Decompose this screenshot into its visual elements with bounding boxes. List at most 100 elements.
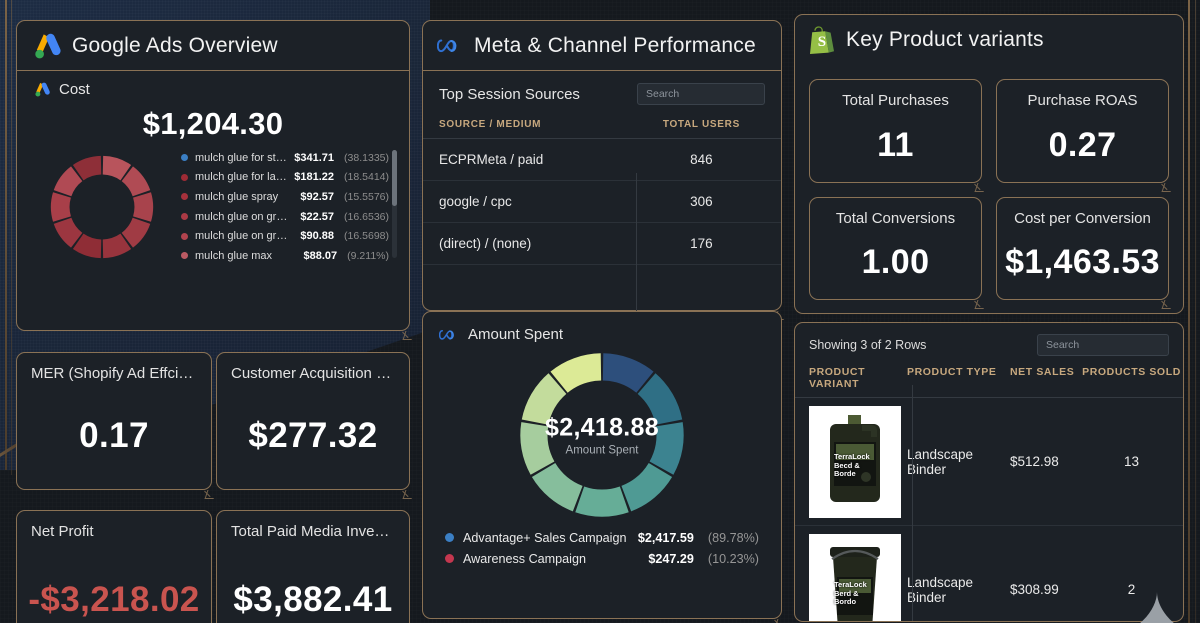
legend-value: $181.22 — [294, 171, 335, 184]
kpi-label: Total Paid Media Investment — [231, 523, 409, 540]
legend-label: mulch glue for stones — [195, 151, 287, 164]
legend-color-dot — [181, 252, 188, 260]
left-trim-line-secondary — [11, 0, 12, 475]
column-header-product-variant[interactable]: PRODUCT VARIANT — [809, 366, 866, 390]
cost-total-value: $1,204.30 — [142, 106, 284, 141]
table-row[interactable]: (direct) / (none) 176 — [423, 222, 781, 265]
product-image-text-line1: TerraLock — [834, 452, 870, 461]
table-row[interactable]: TerraLock Becd & Borde Landscape Binder … — [795, 398, 1183, 526]
kpv-card-purchase-roas[interactable]: Purchase ROAS 0.27 — [996, 79, 1169, 183]
legend-color-dot — [181, 193, 188, 201]
cell-source-medium: ECPRMeta / paid — [423, 138, 622, 181]
resize-handle[interactable] — [206, 490, 215, 499]
kpi-card-net-profit[interactable]: Net Profit -$3,218.02 — [16, 510, 212, 623]
legend-value: $341.71 — [294, 151, 335, 164]
kpv-card-total-conversions[interactable]: Total Conversions 1.00 — [809, 196, 982, 300]
kpi-card-mer[interactable]: MER (Shopify Ad Effcise… 0.17 — [16, 352, 212, 490]
session-sources-toolbar: Top Session Sources — [423, 71, 781, 111]
legend-label: mulch glue on gravel — [195, 210, 294, 223]
legend-item[interactable]: mulch glue on gravel $22.57 (16.6536) — [181, 207, 389, 227]
column-header-product-type[interactable]: PRODUCT TYPE — [907, 366, 997, 378]
cell-products-sold: 13 — [1123, 454, 1140, 469]
session-sources-label: Top Session Sources — [439, 85, 580, 103]
legend-color-dot — [181, 154, 188, 162]
jerrycan-product-image — [818, 409, 892, 509]
legend-value: $92.57 — [300, 190, 335, 203]
table-header-row: SOURCE / MEDIUM TOTAL USERS — [423, 111, 781, 139]
kpi-value: 0.17 — [79, 415, 149, 455]
meta-icon — [438, 328, 459, 342]
column-header-total-users[interactable]: TOTAL USERS — [621, 111, 781, 139]
cost-donut-svg — [50, 155, 154, 259]
product-image-text-line1: TeraLock — [834, 580, 867, 589]
legend-value: $247.29 — [648, 551, 694, 566]
kpi-card-customer-acquisition-cost[interactable]: Customer Acquisition Cost $277.32 — [216, 352, 410, 490]
cost-donut-chart[interactable] — [27, 148, 177, 268]
legend-item[interactable]: mulch glue on gravel $90.88 (16.5698) — [181, 226, 389, 246]
legend-scrollbar-thumb[interactable] — [392, 150, 397, 206]
kpv-card-total-purchases[interactable]: Total Purchases 11 — [809, 79, 982, 183]
kpi-label: MER (Shopify Ad Effcise… — [31, 365, 210, 382]
legend-percent: (16.5698) — [344, 230, 389, 243]
amount-spent-panel: Amount Spent $2,418.88 Amount Spent Adva… — [422, 311, 782, 619]
kpv-card-value: 11 — [877, 125, 914, 164]
legend-item[interactable]: Awareness Campaign $247.29 (10.23%) — [445, 548, 759, 569]
column-header-net-sales[interactable]: NET SALES — [1010, 366, 1075, 378]
product-thumbnail[interactable]: TeraLock Berd & Bordo — [809, 533, 901, 621]
legend-item[interactable]: mulch glue for stones $341.71 (38.1335) — [181, 148, 389, 168]
resize-handle[interactable] — [776, 619, 785, 623]
resize-handle[interactable] — [1163, 300, 1172, 309]
resize-handle[interactable] — [404, 490, 413, 499]
legend-value: $90.88 — [300, 230, 335, 243]
product-thumbnail[interactable]: TerraLock Becd & Borde — [809, 405, 901, 518]
kpv-card-value: 0.27 — [1048, 125, 1117, 164]
legend-label: Awareness Campaign — [463, 551, 586, 566]
legend-color-dot — [445, 533, 454, 542]
legend-item[interactable]: Advantage+ Sales Campaign $2,417.59 (89.78… — [445, 527, 759, 548]
resize-handle[interactable] — [976, 183, 985, 192]
legend-value: $88.07 — [303, 249, 338, 262]
legend-item[interactable]: mulch glue for landsca… $181.22 (18.5414) — [181, 168, 389, 188]
cell-net-sales: $308.99 — [1010, 582, 1059, 597]
kpi-label: Customer Acquisition Cost — [231, 365, 407, 382]
cell-total-users: 306 — [621, 180, 781, 223]
showing-rows-label: Showing 3 of 2 Rows — [809, 338, 927, 352]
meta-panel-title: Meta & Channel Performance — [474, 33, 756, 57]
table-vertical-rule — [636, 173, 637, 355]
legend-item[interactable]: mulch glue spray $92.57 (15.5576) — [181, 187, 389, 207]
product-image-text-line3: Borde — [834, 469, 856, 479]
kpv-card-label: Cost per Conversion — [1014, 209, 1151, 227]
amount-spent-donut-chart[interactable]: $2,418.88 Amount Spent — [423, 349, 781, 521]
search-input[interactable] — [1037, 334, 1169, 356]
cost-subheader: Cost — [17, 71, 409, 102]
cell-total-users: 846 — [621, 138, 781, 181]
right-trim-line — [1188, 0, 1190, 623]
cost-legend[interactable]: mulch glue for stones$341.71(38.1335)mul… — [181, 148, 399, 266]
cell-product-type: Landscape Binder — [907, 574, 974, 605]
column-header-source-medium[interactable]: SOURCE / MEDIUM — [423, 111, 622, 139]
resize-handle[interactable] — [976, 300, 985, 309]
kpi-card-total-paid-media-investment[interactable]: Total Paid Media Investment $3,882.41 — [216, 510, 410, 623]
table-row-empty — [423, 265, 781, 292]
cell-total-users: 176 — [621, 222, 781, 265]
table-row[interactable]: google / cpc 306 — [423, 180, 781, 223]
cost-label: Cost — [59, 81, 90, 98]
meta-channel-performance-panel: Meta & Channel Performance Top Session S… — [422, 20, 782, 355]
legend-item[interactable]: mulch glue max $88.07 (9.211%) — [181, 246, 389, 266]
svg-text:S: S — [818, 34, 826, 50]
legend-color-dot — [181, 173, 188, 181]
table-row[interactable]: TeraLock Berd & Bordo Landscape Binder $… — [795, 526, 1183, 621]
column-header-products-sold[interactable]: PRODUCTS SOLD — [1082, 366, 1181, 378]
kpv-card-value: 1.00 — [861, 243, 930, 282]
product-table-vertical-rule — [912, 385, 913, 621]
kpv-card-cost-per-conversion[interactable]: Cost per Conversion $1,463.53 — [996, 196, 1169, 300]
search-input[interactable] — [637, 83, 765, 105]
resize-handle[interactable] — [404, 331, 413, 340]
kpi-value: $277.32 — [248, 415, 378, 455]
legend-color-dot — [181, 232, 188, 240]
table-row[interactable]: ECPRMeta / paid 846 — [423, 138, 781, 181]
legend-color-dot — [181, 213, 188, 221]
cell-source-medium: (direct) / (none) — [423, 222, 622, 265]
resize-handle[interactable] — [1163, 183, 1172, 192]
meta-panel-body: Top Session Sources SOURCE / MEDIUM TOTA… — [423, 71, 781, 355]
